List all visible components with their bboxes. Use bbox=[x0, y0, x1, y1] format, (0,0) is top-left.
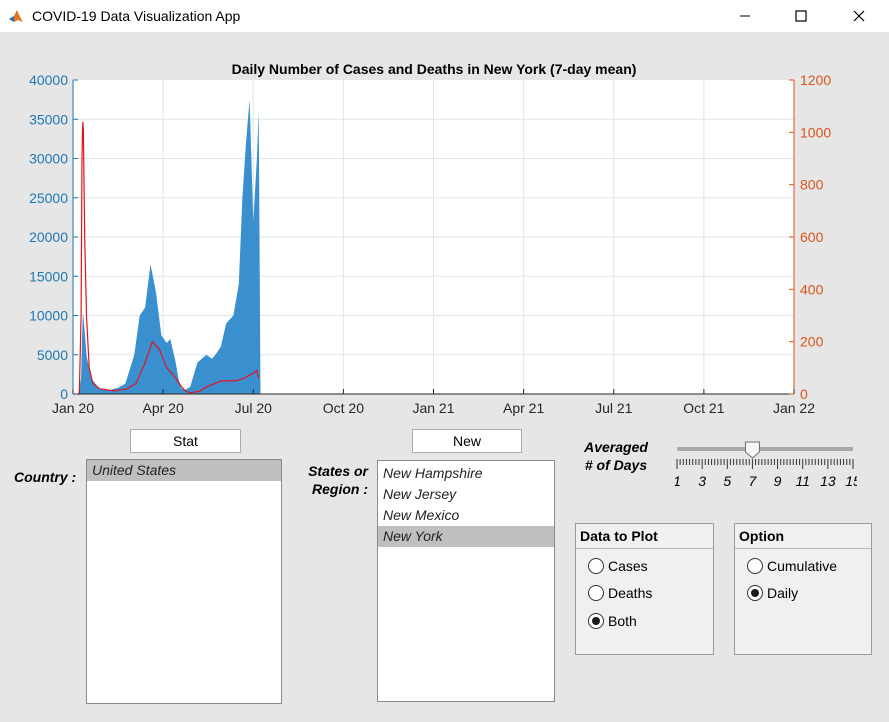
x-tick-label: Jan 21 bbox=[412, 400, 454, 416]
radio-cumulative[interactable]: Cumulative bbox=[747, 558, 837, 574]
x-tick-label: Jul 21 bbox=[595, 400, 633, 416]
country-label: Country : bbox=[14, 469, 77, 485]
cases-area-series bbox=[73, 99, 261, 394]
x-tick-label: Apr 20 bbox=[143, 400, 184, 416]
slider-label: Averaged # of Days bbox=[584, 439, 648, 473]
data-to-plot-title: Data to Plot bbox=[576, 524, 713, 549]
slider-tick-label: 1 bbox=[675, 473, 681, 489]
x-tick-label: Jan 22 bbox=[773, 400, 815, 416]
radio-both[interactable]: Both bbox=[588, 613, 637, 629]
state-item-new-york[interactable]: New York bbox=[378, 526, 554, 547]
radio-daily-circle[interactable] bbox=[747, 585, 763, 601]
right-y-tick-label: 1000 bbox=[800, 124, 831, 140]
state-item-new-mexico[interactable]: New Mexico bbox=[383, 507, 460, 523]
country-listbox[interactable]: United States bbox=[86, 459, 282, 704]
stat-button[interactable]: Stat bbox=[130, 429, 241, 453]
left-y-tick-label: 15000 bbox=[29, 268, 68, 284]
state-item-new-jersey[interactable]: New Jersey bbox=[383, 486, 457, 502]
radio-cumulative-label: Cumulative bbox=[767, 558, 838, 574]
close-icon bbox=[853, 10, 865, 22]
close-button[interactable] bbox=[836, 0, 882, 32]
radio-both-circle[interactable] bbox=[588, 613, 604, 629]
left-y-tick-label: 20000 bbox=[29, 229, 68, 245]
country-item-united-states[interactable]: United States bbox=[87, 460, 281, 481]
slider-tick-label: 15 bbox=[845, 473, 857, 489]
radio-cases-label: Cases bbox=[608, 558, 648, 574]
cases-deaths-chart: Jan 20 Apr 20 Jul 20 Oct 20 Jan 21 Apr 21 Jul … bbox=[29, 61, 831, 416]
right-y-tick-label: 400 bbox=[800, 281, 824, 297]
radio-daily-label: Daily bbox=[767, 585, 799, 601]
left-y-tick-label: 25000 bbox=[29, 190, 68, 206]
radio-both-label: Both bbox=[608, 613, 637, 629]
left-y-tick-label: 0 bbox=[60, 386, 68, 402]
slider-tick-label: 5 bbox=[723, 473, 731, 489]
states-listbox[interactable]: New Hampshire New Jersey New Mexico New … bbox=[377, 460, 555, 702]
radio-cases[interactable]: Cases bbox=[588, 558, 648, 574]
x-tick-label: Apr 21 bbox=[503, 400, 544, 416]
x-tick-label: Oct 21 bbox=[683, 400, 724, 416]
right-y-tick-label: 600 bbox=[800, 229, 824, 245]
title-bar: COVID-19 Data Visualization App bbox=[0, 0, 889, 32]
radio-deaths[interactable]: Deaths bbox=[588, 585, 652, 601]
slider-thumb[interactable] bbox=[744, 441, 760, 459]
left-y-tick-label: 5000 bbox=[37, 347, 68, 363]
radio-deaths-circle[interactable] bbox=[588, 585, 604, 601]
slider-tick-label: 3 bbox=[698, 473, 706, 489]
minimize-button[interactable] bbox=[722, 0, 768, 32]
left-y-tick-label: 40000 bbox=[29, 72, 68, 88]
state-item-new-hampshire[interactable]: New Hampshire bbox=[383, 465, 483, 481]
deaths-line-series bbox=[73, 121, 260, 395]
states-label: States or Region : bbox=[308, 463, 368, 497]
right-y-tick-label: 200 bbox=[800, 334, 824, 350]
x-tick-label: Jan 20 bbox=[52, 400, 94, 416]
option-title: Option bbox=[735, 524, 871, 549]
window-title: COVID-19 Data Visualization App bbox=[32, 8, 241, 24]
x-tick-label: Jul 20 bbox=[235, 400, 273, 416]
slider-tick-label: 9 bbox=[774, 473, 782, 489]
maximize-button[interactable] bbox=[778, 0, 824, 32]
radio-deaths-label: Deaths bbox=[608, 585, 653, 601]
radio-daily[interactable]: Daily bbox=[747, 585, 798, 601]
minimize-icon bbox=[740, 15, 750, 17]
slider-tick-label: 11 bbox=[795, 473, 810, 489]
left-y-tick-label: 10000 bbox=[29, 308, 68, 324]
maximize-icon bbox=[795, 10, 807, 22]
left-y-tick-label: 30000 bbox=[29, 151, 68, 167]
matlab-icon bbox=[8, 8, 24, 24]
right-y-tick-label: 1200 bbox=[800, 72, 831, 88]
left-y-tick-label: 35000 bbox=[29, 111, 68, 127]
chart-title: Daily Number of Cases and Deaths in New … bbox=[232, 61, 637, 77]
slider-track[interactable] bbox=[677, 447, 853, 451]
right-y-tick-label: 800 bbox=[800, 177, 824, 193]
new-button[interactable]: New bbox=[412, 429, 522, 453]
radio-cases-circle[interactable] bbox=[588, 558, 604, 574]
slider-tick-label: 7 bbox=[749, 473, 758, 489]
slider-tick-label: 13 bbox=[820, 473, 836, 489]
right-y-tick-label: 0 bbox=[800, 386, 808, 402]
option-panel: Option Cumulative Daily bbox=[734, 523, 872, 655]
x-tick-label: Oct 20 bbox=[323, 400, 364, 416]
days-slider[interactable]: 13579111315 bbox=[675, 440, 857, 490]
radio-cumulative-circle[interactable] bbox=[747, 558, 763, 574]
data-to-plot-panel: Data to Plot Cases Deaths Both bbox=[575, 523, 714, 655]
